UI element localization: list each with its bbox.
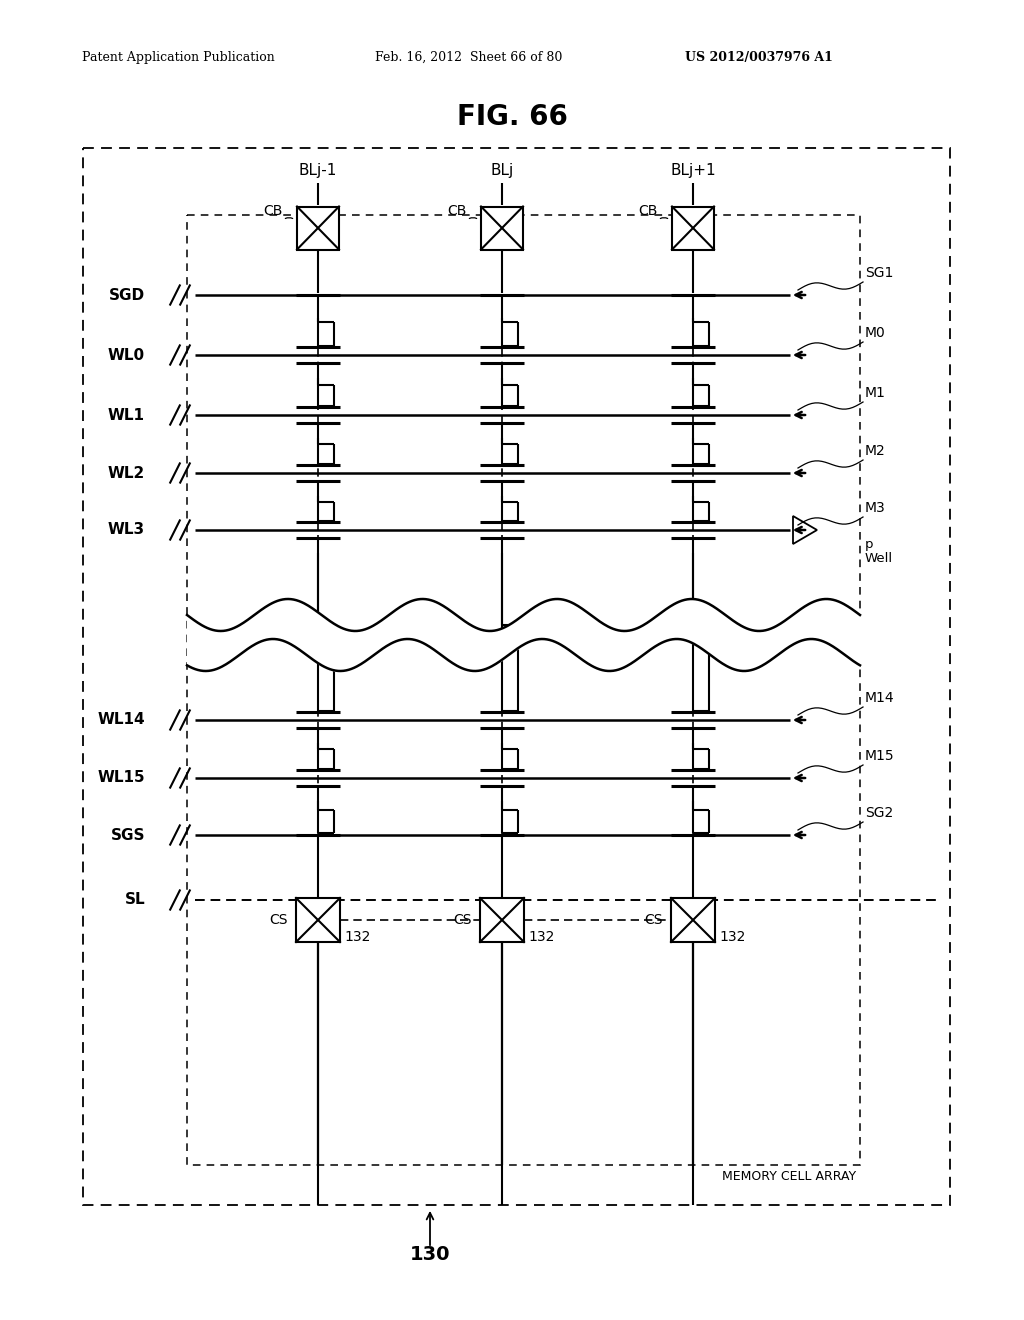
Text: BLj+1: BLj+1 — [670, 162, 716, 177]
Text: WL14: WL14 — [97, 713, 145, 727]
Bar — [481, 206, 523, 249]
Text: p: p — [865, 539, 873, 550]
Text: WL15: WL15 — [97, 771, 145, 785]
Text: CB: CB — [263, 205, 283, 218]
Text: BLj: BLj — [490, 162, 514, 177]
Text: CS: CS — [454, 913, 472, 927]
Text: SL: SL — [124, 892, 145, 908]
Text: M1: M1 — [865, 385, 886, 400]
Text: 132: 132 — [719, 931, 745, 944]
Text: Well: Well — [865, 552, 893, 565]
Text: US 2012/0037976 A1: US 2012/0037976 A1 — [685, 50, 833, 63]
Text: MEMORY CELL ARRAY: MEMORY CELL ARRAY — [722, 1170, 856, 1183]
Text: CS: CS — [269, 913, 288, 927]
Bar — [672, 206, 714, 249]
Text: 130: 130 — [410, 1246, 451, 1265]
Text: SG2: SG2 — [865, 807, 893, 820]
Text: Patent Application Publication: Patent Application Publication — [82, 50, 274, 63]
Text: WL3: WL3 — [108, 523, 145, 537]
Text: M0: M0 — [865, 326, 886, 341]
Text: SG1: SG1 — [865, 267, 893, 280]
Text: M14: M14 — [865, 690, 895, 705]
Text: M15: M15 — [865, 748, 895, 763]
Text: BLj-1: BLj-1 — [299, 162, 337, 177]
Text: WL2: WL2 — [108, 466, 145, 480]
Bar — [296, 898, 340, 942]
Text: CB: CB — [639, 205, 658, 218]
Text: WL0: WL0 — [108, 347, 145, 363]
Text: CB: CB — [447, 205, 467, 218]
Text: 132: 132 — [528, 931, 554, 944]
Bar — [480, 898, 524, 942]
Text: FIG. 66: FIG. 66 — [457, 103, 567, 131]
Text: CS: CS — [644, 913, 663, 927]
Text: M3: M3 — [865, 502, 886, 515]
Bar — [671, 898, 715, 942]
Text: SGD: SGD — [109, 288, 145, 302]
Text: SGS: SGS — [111, 828, 145, 842]
Bar — [297, 206, 339, 249]
Text: Feb. 16, 2012  Sheet 66 of 80: Feb. 16, 2012 Sheet 66 of 80 — [375, 50, 562, 63]
Text: M2: M2 — [865, 444, 886, 458]
Text: 132: 132 — [344, 931, 371, 944]
Text: WL1: WL1 — [108, 408, 145, 422]
